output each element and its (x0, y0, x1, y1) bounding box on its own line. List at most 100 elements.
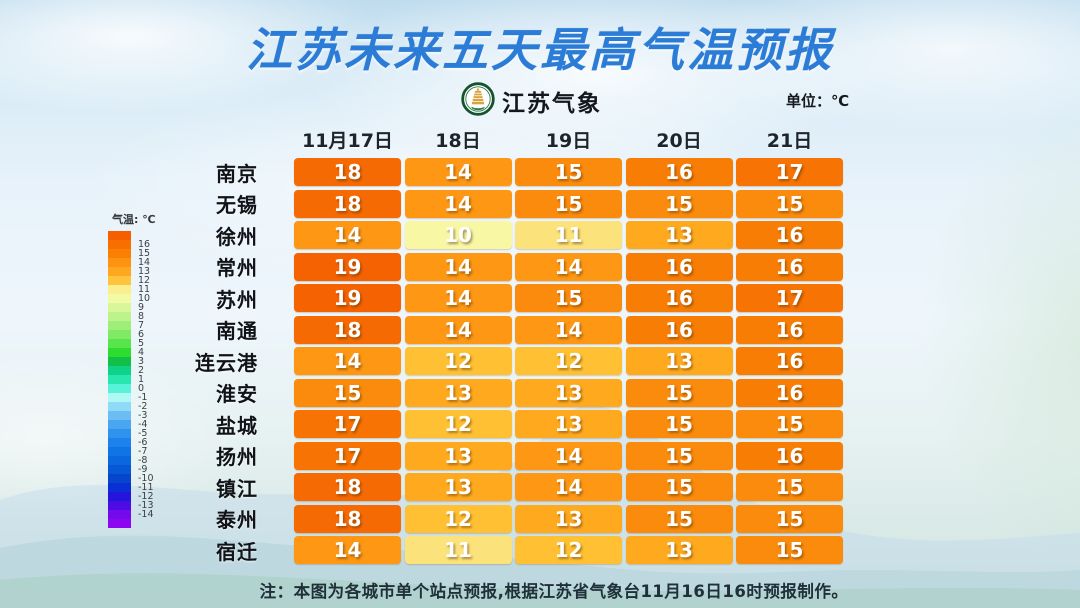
legend-swatch (108, 267, 131, 276)
legend-label: -14 (138, 509, 154, 520)
legend-entry: 2 (108, 366, 160, 375)
brand-name: 江苏气象 (502, 91, 602, 117)
legend-swatch (108, 240, 131, 249)
temperature-cells: 19 14 14 16 16 (294, 252, 843, 281)
temperature-cell: 10 (404, 221, 512, 249)
legend-entry (108, 519, 160, 528)
legend-swatch (108, 510, 131, 519)
legend-label: -12 (138, 491, 154, 502)
legend-label: 3 (138, 356, 145, 367)
legend-entry: 16 (108, 240, 160, 249)
temperature-cells: 19 14 15 16 17 (294, 284, 843, 312)
legend-entry: -12 (108, 492, 160, 501)
table-row: 苏州 19 14 15 16 17 (94, 284, 843, 312)
city-label: 泰州 (216, 508, 258, 532)
legend-entry: 9 (108, 303, 160, 312)
legend-label: 11 (138, 284, 151, 295)
forecast-table: 11月17日 18日 19日 20日 21日 南京 18 14 15 16 17 无锡 18 14 15 1… (94, 126, 843, 564)
legend-swatch (108, 258, 131, 267)
temperature-cell: 18 (294, 189, 401, 218)
temperature-cell: 15 (625, 441, 733, 470)
temperature-cell: 16 (736, 315, 843, 344)
legend-entry: 11 (108, 285, 160, 294)
legend-entry: 14 (108, 258, 160, 267)
legend-label: -10 (138, 473, 154, 484)
jiangsu-meteorology-logo-icon (461, 82, 495, 120)
legend-entry: 6 (108, 330, 160, 339)
temperature-cell: 15 (294, 378, 401, 407)
legend-label: 10 (138, 293, 151, 304)
temperature-cell: 13 (515, 378, 622, 407)
table-body: 南京 18 14 15 16 17 无锡 18 14 15 15 15 徐州 14 10 11 13 16 常州 19… (94, 158, 843, 564)
table-row: 徐州 14 10 11 13 16 (94, 221, 843, 249)
temperature-cell: 17 (736, 284, 843, 312)
legend-entry: 13 (108, 267, 160, 276)
temperature-cell: 13 (515, 410, 622, 438)
city-label: 宿迁 (216, 539, 258, 564)
legend-label: -7 (138, 446, 148, 457)
legend-label: 12 (138, 275, 151, 286)
temperature-cells: 17 13 14 15 16 (294, 441, 843, 470)
legend-entry: -7 (108, 447, 160, 456)
table-row: 淮安 15 13 13 15 16 (94, 378, 843, 407)
temperature-cell: 13 (515, 504, 622, 533)
legend-entry: -2 (108, 402, 160, 411)
temperature-legend: 气温: ℃ 16 15 14 13 12 11 10 9 8 7 6 5 4 3 2 1 0 -1 -2 -3 -4 -5… (108, 211, 160, 528)
date-header: 21日 (766, 129, 813, 152)
temperature-cell: 13 (625, 536, 733, 564)
temperature-cell: 15 (515, 158, 622, 186)
legend-swatch (108, 429, 131, 438)
legend-label: 2 (138, 365, 145, 376)
city-label: 常州 (216, 256, 258, 280)
temperature-cell: 15 (625, 410, 733, 438)
legend-scale: 16 15 14 13 12 11 10 9 8 7 6 5 4 3 2 1 0 -1 -2 -3 -4 -5 -6 -7 -8… (108, 231, 160, 528)
temperature-cells: 18 14 14 16 16 (294, 315, 843, 344)
legend-swatch (108, 231, 131, 240)
table-row: 连云港 14 12 12 13 16 (94, 347, 843, 375)
legend-entry: 0 (108, 384, 160, 393)
legend-swatch (108, 285, 131, 294)
legend-swatch (108, 420, 131, 429)
legend-entry: -9 (108, 465, 160, 474)
city-label: 淮安 (216, 382, 258, 406)
temperature-cell: 18 (294, 504, 401, 533)
temperature-cell: 16 (736, 378, 843, 407)
legend-label: -5 (138, 428, 148, 439)
legend-swatch (108, 312, 131, 321)
legend-swatch (108, 330, 131, 339)
legend-label: 4 (138, 347, 145, 358)
city-label: 连云港 (195, 350, 258, 375)
legend-label: 14 (138, 257, 151, 268)
brand: 江苏气象 (461, 82, 602, 120)
date-header-row: 11月17日 18日 19日 20日 21日 (94, 126, 843, 152)
temperature-cell: 11 (404, 536, 512, 564)
table-row: 无锡 18 14 15 15 15 (94, 189, 843, 218)
page-title: 江苏未来五天最高气温预报 (246, 23, 834, 77)
legend-entry: 4 (108, 348, 160, 357)
legend-entry: -4 (108, 420, 160, 429)
temperature-cell: 14 (404, 284, 512, 312)
legend-swatch (108, 348, 131, 357)
legend-entry: 12 (108, 276, 160, 285)
temperature-cell: 16 (736, 441, 843, 470)
temperature-cell: 14 (294, 536, 401, 564)
temperature-cells: 14 11 12 13 15 (294, 536, 843, 564)
temperature-cell: 18 (294, 473, 401, 501)
table-row: 镇江 18 13 14 15 15 (94, 473, 843, 501)
legend-label: 0 (138, 383, 145, 394)
legend-entry: -5 (108, 429, 160, 438)
legend-swatch (108, 321, 131, 330)
table-row: 宿迁 14 11 12 13 15 (94, 536, 843, 564)
legend-entry: -11 (108, 483, 160, 492)
temperature-cells: 14 12 12 13 16 (294, 347, 843, 375)
legend-entry: -6 (108, 438, 160, 447)
table-row: 南京 18 14 15 16 17 (94, 158, 843, 186)
table-row: 南通 18 14 14 16 16 (94, 315, 843, 344)
legend-entry: -13 (108, 501, 160, 510)
legend-swatch (108, 384, 131, 393)
legend-swatch (108, 375, 131, 384)
temperature-cell: 16 (736, 347, 843, 375)
temperature-cell: 17 (294, 441, 401, 470)
legend-swatch (108, 501, 131, 510)
